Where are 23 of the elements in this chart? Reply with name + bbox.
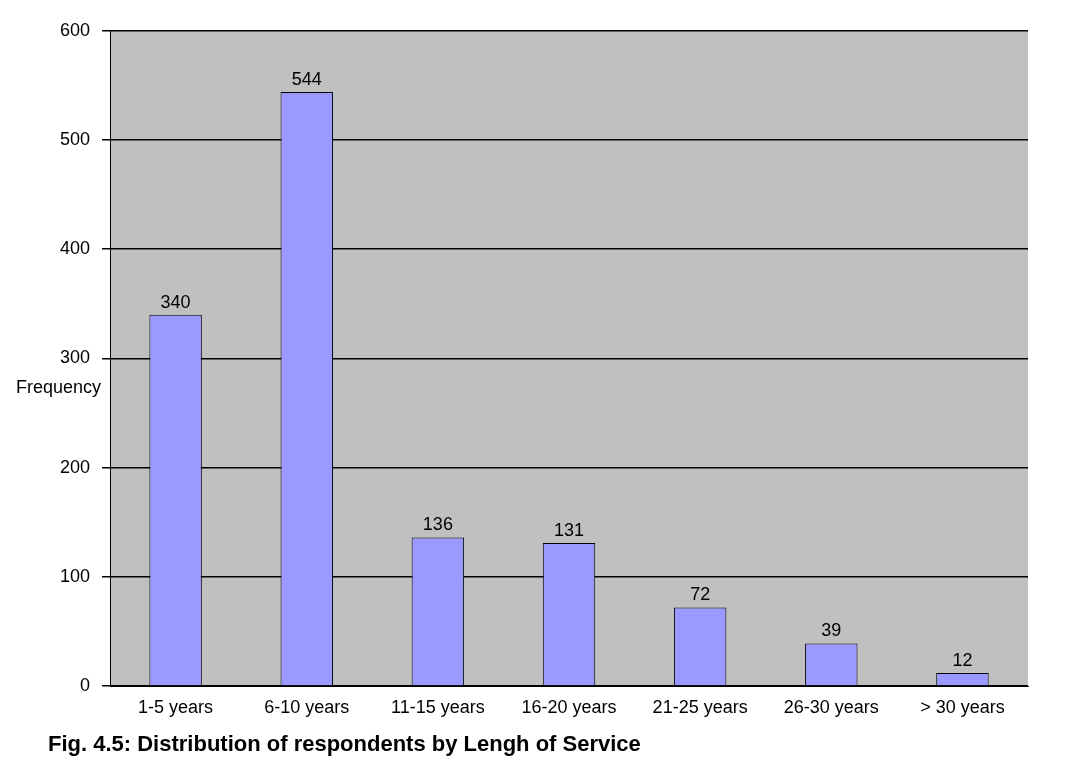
x-tick-label: 1-5 years [138,696,214,717]
y-tick-label: 400 [59,238,91,259]
y-tick-label: 100 [59,565,91,586]
y-tick-label: 0 [80,674,91,695]
y-axis-title: Frequency [16,377,102,398]
x-tick-label: 11-15 years [391,696,485,717]
data-label: 131 [553,519,585,540]
x-tick-label: 16-20 years [521,696,617,717]
data-label: 12 [952,649,973,670]
y-tick-label: 300 [59,347,91,368]
data-label: 544 [291,68,322,89]
data-label: 136 [422,514,453,535]
text: Fig. 4.5: Distribution of respondents by Lengh of Service [48,730,641,756]
y-tick-label: 200 [59,456,91,477]
data-label: 39 [821,620,842,641]
x-tick-label: 21-25 years [652,696,748,717]
y-tick-label: 500 [59,128,91,149]
x-tick-label: > 30 years [920,696,1005,717]
y-tick-label: 600 [59,19,91,40]
data-label: 72 [690,584,711,605]
x-tick-label: 6-10 years [264,696,350,717]
data-label: 340 [160,291,191,312]
x-tick-label: 26-30 years [783,696,879,717]
